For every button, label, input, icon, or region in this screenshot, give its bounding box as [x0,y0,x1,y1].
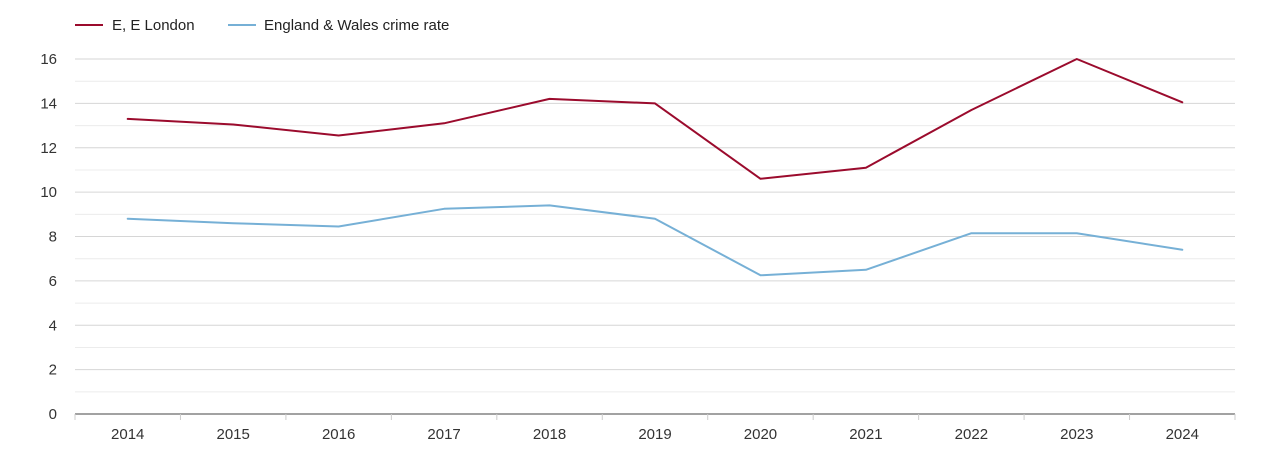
y-tick-label: 0 [49,406,57,423]
series-line-e-london [126,58,1184,180]
x-tick-label: 2024 [1166,426,1199,443]
y-tick-label: 16 [40,51,57,68]
y-tick-label: 8 [49,229,57,246]
x-tick-label: 2022 [955,426,988,443]
y-tick-label: 14 [40,95,57,112]
y-tick-label: 12 [40,140,57,157]
series-layer [126,58,1184,277]
x-tick-label: 2020 [744,426,777,443]
y-tick-label: 10 [40,184,57,201]
x-tick-label: 2023 [1060,426,1093,443]
legend-label-england-wales: England & Wales crime rate [264,17,449,34]
gridlines [75,58,1235,393]
x-tick-label: 2015 [216,426,249,443]
x-tick-label: 2018 [533,426,566,443]
x-tick-label: 2021 [849,426,882,443]
legend: E, E London England & Wales crime rate [75,17,449,34]
x-tick-label: 2019 [638,426,671,443]
x-axis: 2014 2015 2016 2017 2018 2019 2020 2021 2022 2023… [74,413,1236,443]
y-tick-label: 6 [49,273,57,290]
x-tick-label: 2014 [111,426,144,443]
y-axis: 0 2 4 6 8 10 12 14 16 [40,51,57,423]
x-tick-label: 2016 [322,426,355,443]
legend-label-e-london: E, E London [112,17,195,34]
series-line-england-wales [126,204,1184,277]
y-tick-label: 2 [49,362,57,379]
x-tick-label: 2017 [427,426,460,443]
y-tick-label: 4 [49,317,57,334]
